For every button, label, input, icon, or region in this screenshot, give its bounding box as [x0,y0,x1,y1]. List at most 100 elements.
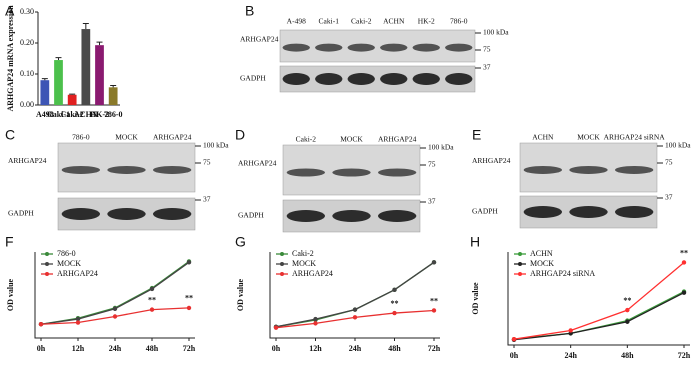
lane-label: Caki-1 [319,17,340,26]
y-tick-label: 0.00 [20,100,34,109]
point [186,260,192,265]
significance: ** [430,296,438,305]
legend-label: MOCK [292,259,316,268]
blot-band [286,210,326,222]
lane-label: MOCK [577,133,600,142]
lane-label: MOCK [115,133,138,142]
point [392,287,397,293]
legend-marker [518,252,522,256]
lane-label: HK-2 [418,17,435,26]
point [431,260,437,265]
row-label: ARHGAP24 [8,156,47,165]
point [273,325,279,330]
blot-band [347,73,375,85]
blot-band [523,165,563,174]
blot-band [377,210,417,222]
blot-band [523,206,563,218]
x-tick-label: 0h [510,351,519,360]
point [75,316,81,322]
bar [67,94,77,105]
blot-band [315,73,343,85]
legend-marker [45,262,49,266]
panel-letter: F [5,234,14,250]
blot-band [412,73,440,85]
blot-membrane [279,29,476,63]
lane-label: ARHGAP24 [153,133,192,142]
blot-band [315,43,343,52]
blot-band [152,165,192,174]
x-tick-label: ACHN [74,110,98,119]
row-label: GADPH [238,211,264,220]
axis [34,252,195,339]
marker-label: 37 [428,197,436,206]
blot-band [61,165,101,174]
legend-label: 786-0 [57,249,76,258]
lane-label: ARHGAP24 [378,135,417,144]
y-axis-label: OD value [6,278,15,311]
significance: ** [623,296,631,305]
row-label: GADPH [240,74,266,83]
blot-band [61,208,101,220]
point [681,260,687,265]
x-tick-label: Caki-1 [47,110,70,119]
blot-band [445,73,473,85]
y-axis-label: OD value [236,278,245,311]
legend-marker [280,272,284,276]
point [431,308,437,313]
row-label: ARHGAP24 [240,35,279,44]
y-tick-label: 0.30 [20,7,34,16]
x-tick-label: 48h [146,344,159,353]
error-bar [110,84,117,88]
point [75,320,81,325]
legend-marker [280,262,284,266]
blot-band [380,43,408,52]
lane-label: ACHN [383,17,405,26]
error-bar [41,78,48,81]
legend-label: ARHGAP24 [292,269,333,278]
bar [54,60,63,105]
panel-letter: A [5,3,15,19]
marker-label: 100 kDa [483,28,509,37]
lane-label: ACHN [532,133,554,142]
y-axis-label: ARHGAP24 mRNA expression [6,5,15,112]
blot-band [412,43,440,52]
line [513,290,685,340]
panel-letter: D [235,127,245,143]
line [513,261,685,340]
lane-label: 786-0 [72,133,90,142]
blot-band [152,208,192,220]
marker-label: 100 kDa [203,141,229,150]
legend-marker [280,252,284,256]
significance: ** [185,294,193,303]
point [149,286,155,292]
point [352,307,358,312]
legend-label: Caki-2 [292,249,314,258]
panel-letter: C [5,127,15,143]
lane-label: Caki-2 [351,17,372,26]
x-tick-label: 48h [621,351,634,360]
x-tick-label: 48h [388,344,401,353]
marker-label: 100 kDa [665,141,691,150]
point [149,307,155,312]
blot-membrane [279,65,476,93]
blot-band [107,208,146,220]
x-tick-label: HK-2 [90,110,109,119]
legend-label: MOCK [530,259,554,268]
blot-band [614,165,654,174]
significance: ** [391,299,399,308]
x-tick-label: 24h [109,344,122,353]
x-tick-label: 72h [428,344,441,353]
legend-label: ARHGAP24 siRNA [530,269,595,278]
blot-band [282,73,310,85]
marker-label: 75 [483,45,491,54]
y-tick-label: 0.10 [20,69,34,78]
x-tick-label: 72h [678,351,691,360]
point [313,321,318,326]
y-axis-label: OD value [471,282,480,315]
legend-label: MOCK [57,259,81,268]
blot-band [377,168,417,177]
lane-label: Caki-2 [296,135,317,144]
point [313,316,318,322]
error-bar [96,41,103,46]
